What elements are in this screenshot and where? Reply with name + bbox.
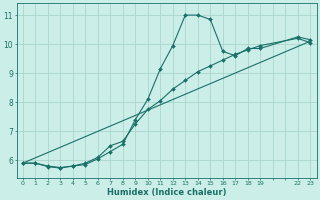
X-axis label: Humidex (Indice chaleur): Humidex (Indice chaleur) (107, 188, 226, 197)
